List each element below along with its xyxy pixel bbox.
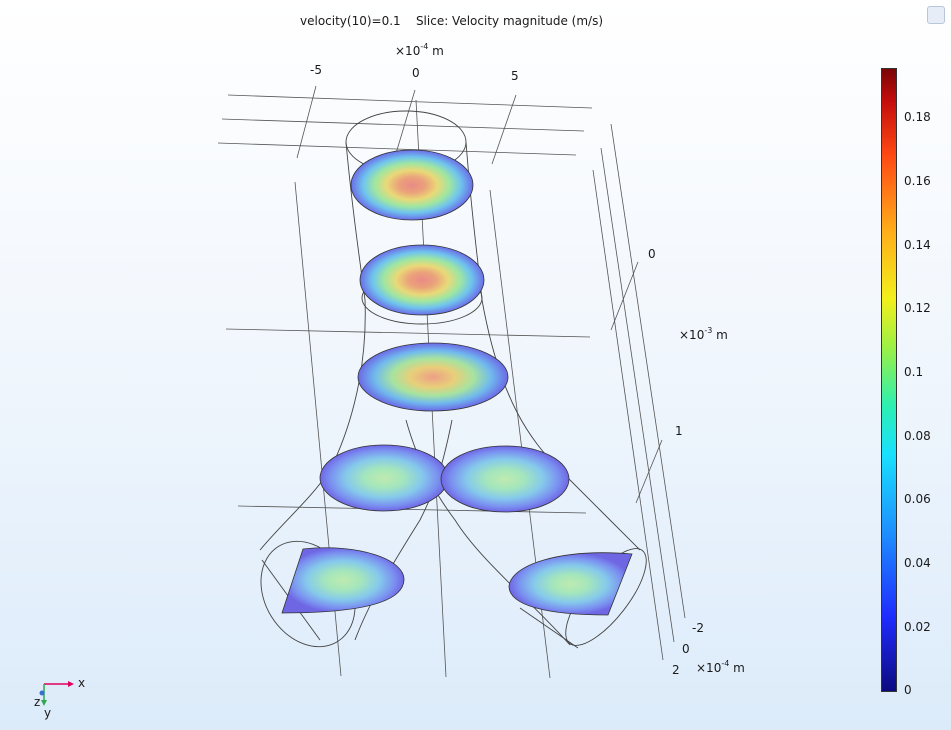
axis-y-tick-label: 0 xyxy=(682,642,690,656)
colorbar-tick-label: 0.08 xyxy=(904,429,931,443)
velocity-slice-2 xyxy=(359,244,485,316)
colorbar-tick-label: 0.02 xyxy=(904,620,931,634)
plot-title-right: Slice: Velocity magnitude (m/s) xyxy=(415,14,604,28)
axis-x-scale-label: ×10-4 m xyxy=(395,42,444,58)
colorbar-tick-label: 0.1 xyxy=(904,365,924,379)
axis-grid xyxy=(217,85,686,679)
axis-z-tick-label: 0 xyxy=(648,247,656,261)
colorbar-tick-label: 0.14 xyxy=(904,238,931,252)
colorbar-tick-label: 0.12 xyxy=(904,301,931,315)
zoom-extents-icon[interactable] xyxy=(927,6,945,24)
velocity-slice-1 xyxy=(350,149,474,221)
axis-y-tick-label: 2 xyxy=(672,663,680,677)
triad-z-label: z xyxy=(34,695,41,709)
colorbar-tick-label: 0.06 xyxy=(904,492,931,506)
axis-y-scale-label: ×10-4 m xyxy=(696,659,745,675)
velocity-slice-outlet-left xyxy=(281,547,405,614)
velocity-slice-4 xyxy=(319,444,570,513)
axis-triad xyxy=(39,681,74,706)
axis-x-tick-label: 0 xyxy=(412,66,420,80)
plot-title-left: velocity(10)=0.1 xyxy=(300,14,401,28)
plot-title: velocity(10)=0.1 Slice: Velocity magnitu… xyxy=(300,14,603,28)
colorbar-tick-label: 0.16 xyxy=(904,174,931,188)
colorbar-tick-label: 0.18 xyxy=(904,110,931,124)
axis-z-scale-label: ×10-3 m xyxy=(679,326,728,342)
axis-x-tick-label: -5 xyxy=(310,63,322,77)
velocity-slice-outlet-right xyxy=(508,552,633,616)
axis-x-tick-label: 5 xyxy=(511,69,519,83)
colorbar-tick-label: 0.04 xyxy=(904,556,931,570)
axis-z-tick-label: 1 xyxy=(675,424,683,438)
velocity-slice-3 xyxy=(357,342,509,412)
colorbar-legend xyxy=(881,68,897,692)
colorbar-tick-label: 0 xyxy=(904,683,912,697)
axis-y-tick-label: -2 xyxy=(692,621,704,635)
triad-x-label: x xyxy=(78,676,86,690)
triad-y-label: y xyxy=(44,706,52,720)
